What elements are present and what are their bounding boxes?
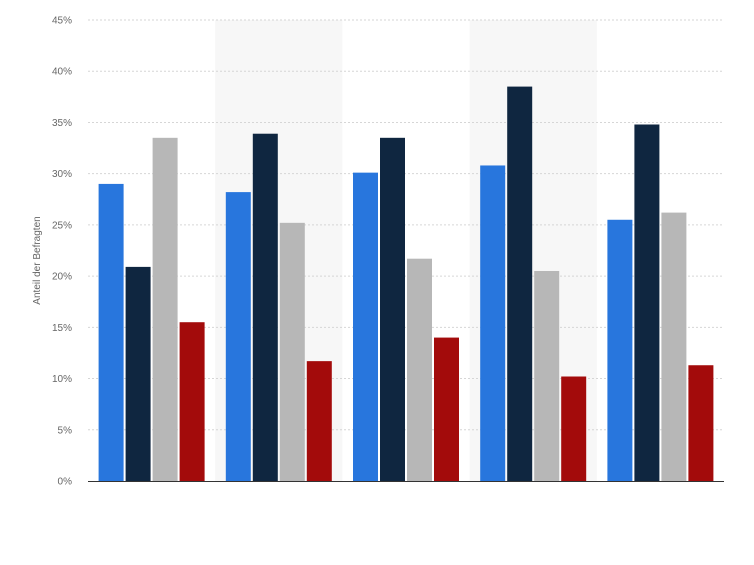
y-tick-label: 45% bbox=[52, 16, 72, 27]
y-tick-label: 35% bbox=[52, 118, 72, 129]
bar bbox=[407, 258, 432, 481]
bars bbox=[98, 86, 714, 482]
bar bbox=[688, 365, 714, 481]
bar bbox=[507, 86, 533, 481]
bar bbox=[98, 183, 124, 481]
bar bbox=[306, 361, 332, 481]
bar bbox=[125, 266, 151, 481]
bar bbox=[434, 337, 459, 481]
bar bbox=[353, 172, 378, 482]
bar bbox=[534, 270, 560, 481]
bar bbox=[561, 376, 587, 481]
bar bbox=[634, 124, 660, 481]
y-tick-label: 30% bbox=[52, 169, 72, 180]
bar bbox=[225, 192, 251, 481]
bar bbox=[179, 322, 205, 481]
y-axis-label: Anteil der Befragten bbox=[32, 216, 43, 304]
bar bbox=[279, 222, 305, 481]
y-tick-label: 10% bbox=[52, 374, 72, 385]
bar bbox=[480, 165, 506, 481]
bar bbox=[252, 133, 278, 482]
y-tick-label: 0% bbox=[58, 477, 73, 488]
bar bbox=[607, 219, 633, 481]
y-axis-ticks: 0% 5% 10% 15% 20% 25% 30% 35% 40% 45% bbox=[52, 16, 72, 488]
y-tick-label: 40% bbox=[52, 67, 72, 78]
y-tick-label: 20% bbox=[52, 272, 72, 283]
y-tick-label: 5% bbox=[58, 425, 73, 436]
y-tick-label: 25% bbox=[52, 220, 72, 231]
bar bbox=[380, 137, 405, 482]
bar bbox=[661, 212, 687, 481]
bar bbox=[152, 137, 178, 482]
y-tick-label: 15% bbox=[52, 323, 72, 334]
